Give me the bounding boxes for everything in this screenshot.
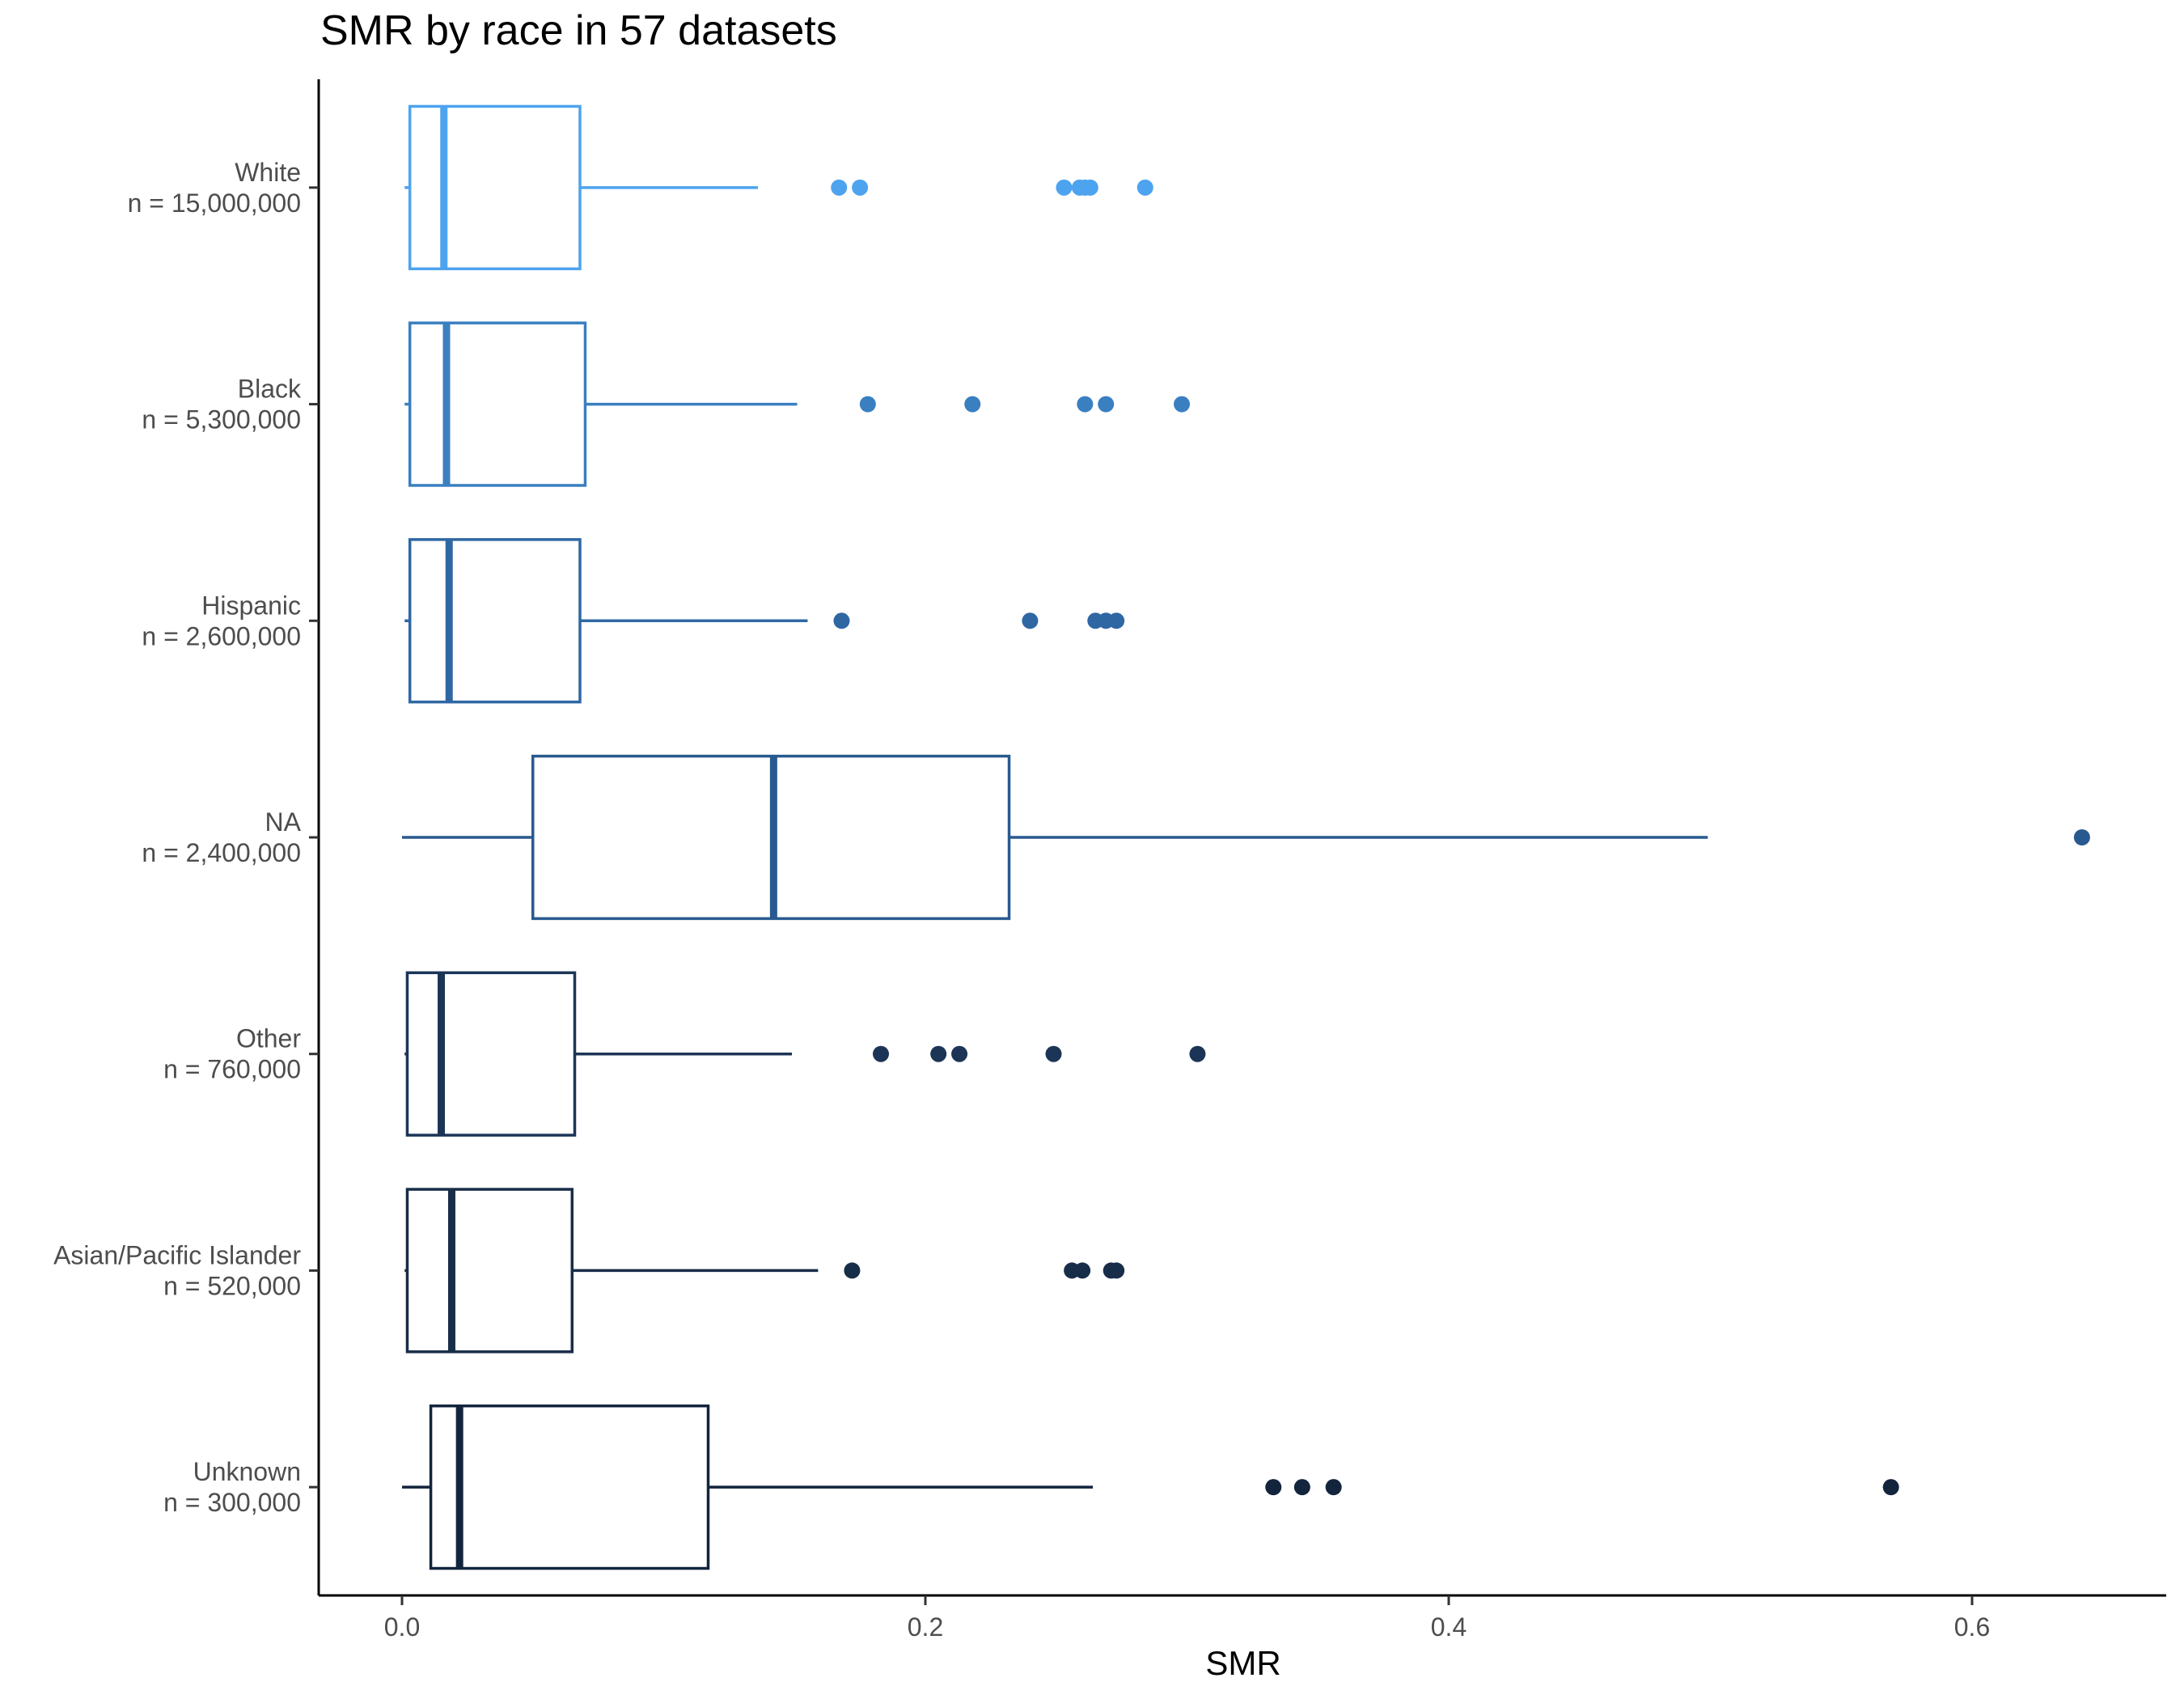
outlier-point (1293, 1479, 1310, 1496)
outlier-point (1074, 1262, 1091, 1279)
box (408, 538, 582, 704)
box-group-unknown (402, 1405, 1899, 1570)
box (408, 321, 587, 487)
x-tick-label: 0.2 (908, 1612, 943, 1642)
outlier-point (844, 1262, 861, 1279)
x-tick-label: 0.4 (1431, 1612, 1467, 1642)
outlier-point (1045, 1045, 1062, 1062)
outlier-point (964, 396, 981, 413)
box (405, 971, 577, 1137)
y-tick-label: Other (236, 1024, 301, 1053)
box-group-na (402, 754, 2090, 921)
box (408, 104, 582, 270)
x-tick-label: 0.6 (1954, 1612, 1990, 1642)
chart-title: SMR by race in 57 datasets (320, 7, 837, 54)
outlier-point (1189, 1045, 1206, 1062)
plot-area (402, 104, 2090, 1570)
outlier-point (1325, 1479, 1342, 1496)
y-tick-count-label: n = 5,300,000 (142, 405, 301, 434)
outlier-point (930, 1045, 947, 1062)
y-tick-count-label: n = 15,000,000 (128, 189, 301, 218)
outlier-point (1136, 179, 1153, 196)
outlier-point (1108, 612, 1125, 629)
outlier-point (1098, 396, 1115, 413)
y-tick-label: NA (265, 807, 302, 837)
y-tick-count-label: n = 760,000 (163, 1055, 301, 1084)
box-group-asian-pacific-islander (404, 1188, 1125, 1354)
outlier-point (1265, 1479, 1282, 1496)
outlier-point (1108, 1262, 1125, 1279)
box (405, 1188, 574, 1354)
y-tick-label: Hispanic (201, 591, 301, 620)
outlier-point (1882, 1479, 1899, 1496)
outlier-point (859, 396, 876, 413)
outlier-point (852, 179, 869, 196)
y-tick-label: White (235, 158, 301, 187)
box-group-white (404, 104, 1153, 270)
box-group-black (404, 321, 1191, 487)
box-group-hispanic (404, 538, 1125, 704)
x-tick-label: 0.0 (384, 1612, 420, 1642)
y-tick-label: Asian/Pacific Islander (53, 1240, 301, 1269)
y-tick-count-label: n = 2,600,000 (142, 621, 301, 650)
outlier-point (1056, 179, 1073, 196)
y-tick-label: Black (238, 375, 302, 404)
outlier-point (1022, 612, 1039, 629)
outlier-point (1174, 396, 1191, 413)
outlier-point (1077, 396, 1094, 413)
outlier-point (1081, 179, 1098, 196)
x-axis-title: SMR (1205, 1644, 1280, 1682)
outlier-point (951, 1045, 968, 1062)
y-tick-count-label: n = 2,400,000 (142, 838, 301, 867)
y-tick-label: Unknown (193, 1457, 301, 1486)
box (429, 1405, 710, 1570)
y-tick-count-label: n = 300,000 (163, 1488, 301, 1517)
box-group-other (404, 971, 1206, 1137)
y-tick-count-label: n = 520,000 (163, 1271, 301, 1300)
outlier-point (831, 179, 848, 196)
outlier-point (2073, 829, 2090, 845)
outlier-point (873, 1045, 890, 1062)
outlier-point (833, 612, 850, 629)
